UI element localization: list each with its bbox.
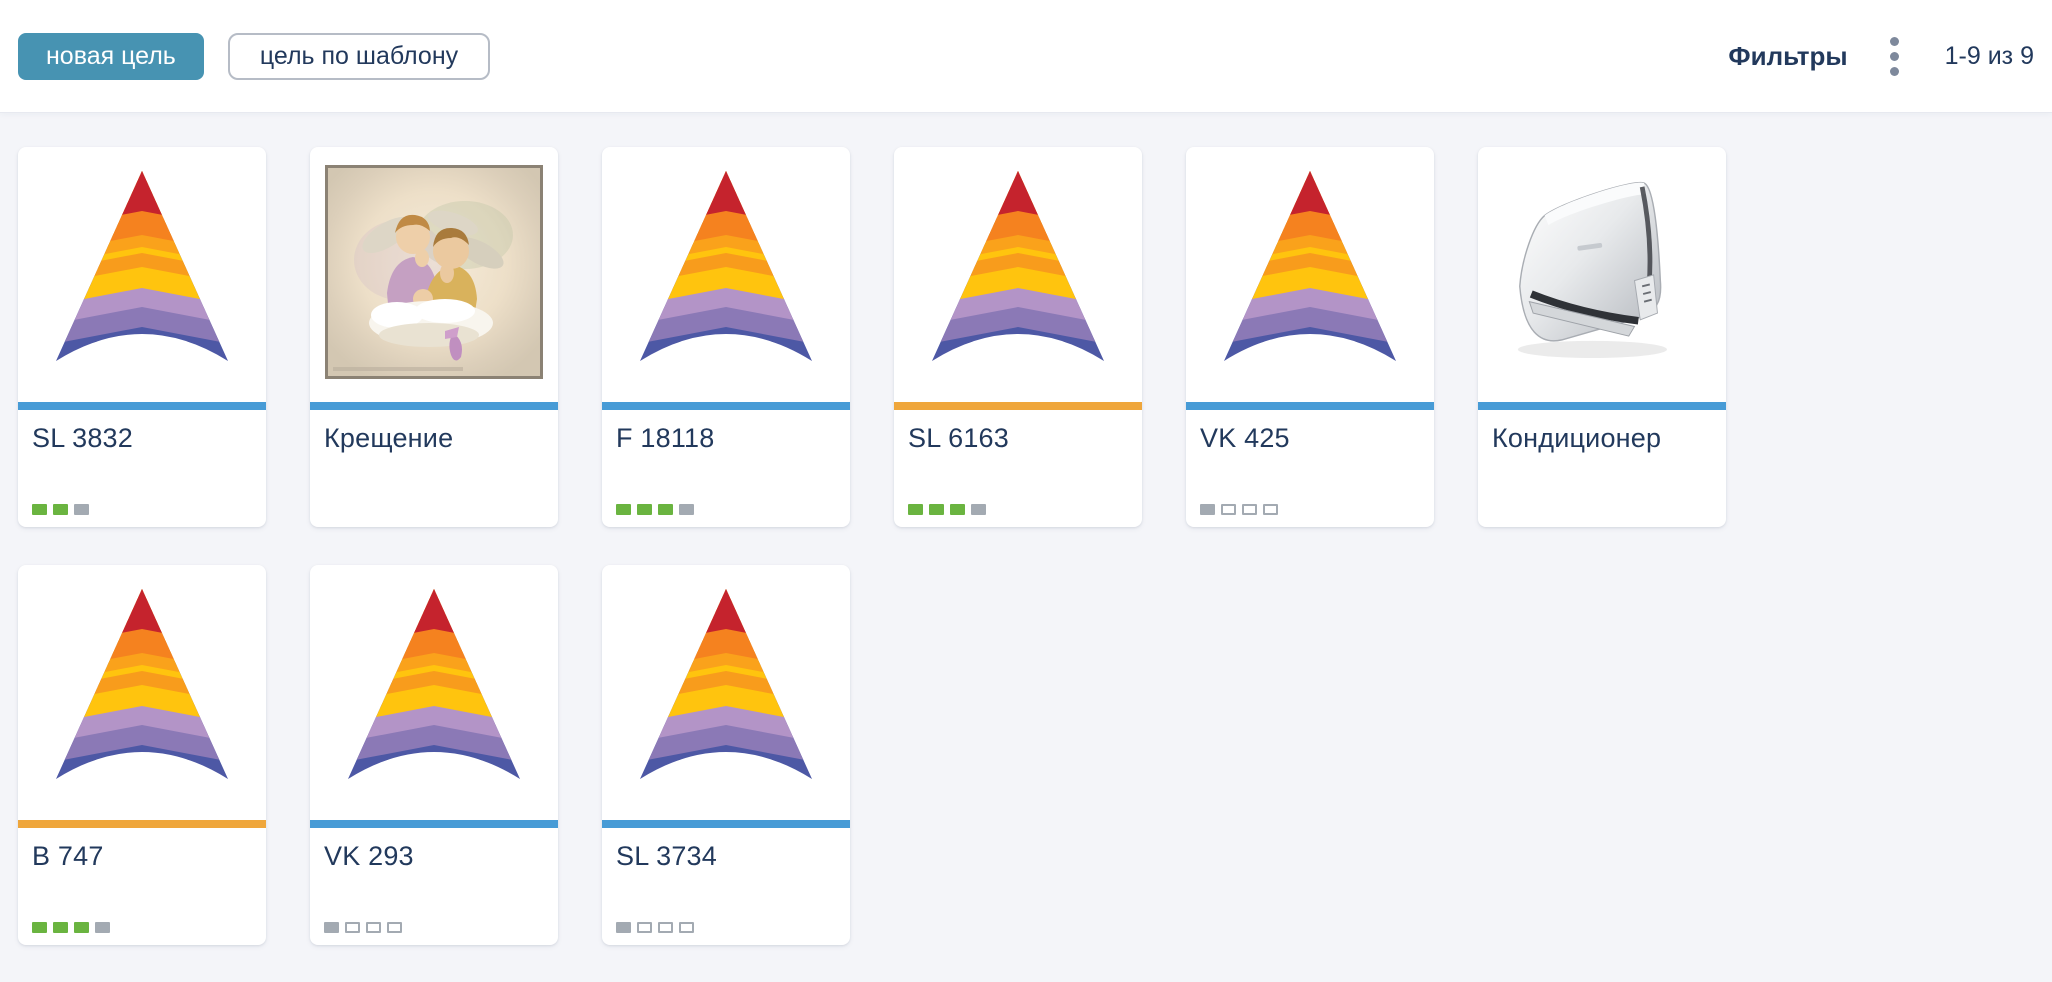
progress-square-empty (387, 922, 402, 933)
arrow-logo (328, 585, 540, 785)
goal-card[interactable]: Кондиционер (1478, 147, 1726, 527)
goal-title: Крещение (324, 423, 454, 453)
goal-progress-bar (894, 402, 1142, 410)
baptism-angels-photo (325, 164, 543, 380)
progress-square-gray (324, 922, 339, 933)
progress-square-gray (95, 922, 110, 933)
arrow-logo (912, 167, 1124, 367)
progress-square-green (950, 504, 965, 515)
goal-card[interactable]: B 747 (18, 565, 266, 945)
arrow-logo (620, 167, 832, 367)
goal-title: F 18118 (616, 423, 715, 453)
goal-progress-bar (310, 402, 558, 410)
progress-square-empty (1242, 504, 1257, 515)
goal-image (1186, 147, 1434, 402)
goal-title: VK 293 (324, 841, 414, 871)
goal-image (894, 147, 1142, 402)
goal-title: SL 3832 (32, 423, 133, 453)
filters-toggle[interactable]: Фильтры (1728, 40, 1848, 71)
goals-page: SL 3832 Крещение F 18118 SL 6163 VK 425 (0, 112, 2052, 945)
goal-card[interactable]: VK 293 (310, 565, 558, 945)
goal-card[interactable]: F 18118 (602, 147, 850, 527)
goal-image (18, 565, 266, 820)
goal-progress-squares (616, 504, 694, 515)
goal-progress-squares (32, 504, 89, 515)
arrow-logo (1204, 167, 1416, 367)
progress-square-gray (679, 504, 694, 515)
goal-progress-squares (32, 922, 110, 933)
progress-square-gray (1200, 504, 1215, 515)
progress-square-green (658, 504, 673, 515)
goal-title: Кондиционер (1492, 423, 1662, 453)
goal-title: SL 6163 (908, 423, 1009, 453)
goal-image (1478, 147, 1726, 402)
toolbar-tools: Фильтры 1-9 из 9 (1728, 33, 2034, 80)
progress-square-green (32, 922, 47, 933)
goal-title: B 747 (32, 841, 104, 871)
goal-image (18, 147, 266, 402)
progress-square-empty (637, 922, 652, 933)
progress-square-empty (345, 922, 360, 933)
progress-square-empty (658, 922, 673, 933)
goal-progress-bar (602, 402, 850, 410)
goal-title: SL 3734 (616, 841, 717, 871)
goal-image (310, 147, 558, 402)
progress-square-green (74, 922, 89, 933)
progress-square-green (53, 504, 68, 515)
goal-image (602, 147, 850, 402)
progress-square-empty (366, 922, 381, 933)
kebab-menu-icon[interactable] (1886, 33, 1903, 80)
progress-square-gray (971, 504, 986, 515)
goal-progress-bar (602, 820, 850, 828)
toolbar-actions: новая цель цель по шаблону (18, 32, 491, 80)
progress-square-green (616, 504, 631, 515)
arrow-logo (620, 585, 832, 785)
goal-progress-squares (616, 922, 694, 933)
goal-card[interactable]: SL 6163 (894, 147, 1142, 527)
progress-square-green (908, 504, 923, 515)
goals-grid: SL 3832 Крещение F 18118 SL 6163 VK 425 (18, 147, 2052, 945)
air-conditioner-photo (1493, 164, 1711, 380)
goal-card[interactable]: Крещение (310, 147, 558, 527)
new-goal-button[interactable]: новая цель (18, 32, 204, 80)
progress-square-gray (74, 504, 89, 515)
goal-from-template-button[interactable]: цель по шаблону (227, 32, 491, 80)
goal-progress-squares (908, 504, 986, 515)
pagination-label: 1-9 из 9 (1944, 41, 2034, 70)
progress-square-green (32, 504, 47, 515)
goal-card[interactable]: SL 3734 (602, 565, 850, 945)
progress-square-empty (679, 922, 694, 933)
arrow-logo (36, 585, 248, 785)
goal-card[interactable]: SL 3832 (18, 147, 266, 527)
goal-card[interactable]: VK 425 (1186, 147, 1434, 527)
goal-progress-bar (310, 820, 558, 828)
goal-image (310, 565, 558, 820)
goal-progress-bar (1186, 402, 1434, 410)
progress-square-empty (1263, 504, 1278, 515)
toolbar: новая цель цель по шаблону Фильтры 1-9 и… (0, 0, 2052, 112)
goal-progress-bar (18, 402, 266, 410)
progress-square-green (53, 922, 68, 933)
arrow-logo (36, 167, 248, 367)
goal-image (602, 565, 850, 820)
progress-square-green (637, 504, 652, 515)
progress-square-empty (1221, 504, 1236, 515)
goal-progress-squares (324, 922, 402, 933)
goal-progress-bar (18, 820, 266, 828)
goal-progress-squares (1200, 504, 1278, 515)
goal-progress-bar (1478, 402, 1726, 410)
progress-square-gray (616, 922, 631, 933)
goal-title: VK 425 (1200, 423, 1290, 453)
progress-square-green (929, 504, 944, 515)
